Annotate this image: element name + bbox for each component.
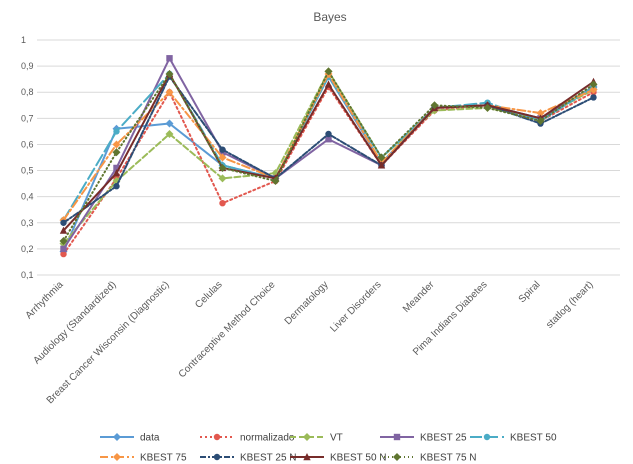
data-point: [113, 433, 121, 441]
data-point: [112, 140, 121, 149]
data-point: [483, 433, 491, 441]
data-point: [166, 55, 173, 62]
series-line: [62, 70, 595, 243]
data-point: [483, 103, 492, 112]
data-point: [271, 177, 280, 185]
data-point: [113, 164, 120, 172]
legend-item: VT: [290, 433, 343, 444]
legend: data normalizado VT KBEST 25 KBEST 50 KBEST 7…: [100, 433, 557, 464]
y-tick-label: 0,6: [21, 139, 34, 149]
series-line: [62, 72, 595, 222]
data-point: [112, 169, 121, 177]
y-tick-label: 0,4: [21, 192, 34, 202]
data-point: [59, 237, 68, 246]
data-point: [218, 153, 227, 162]
legend-label: KBEST 75 N: [420, 453, 477, 464]
legend-label: data: [140, 433, 160, 444]
data-point: [589, 80, 598, 89]
gridlines: [37, 39, 620, 276]
data-point: [589, 85, 598, 94]
data-point: [60, 245, 67, 253]
legend-label: KBEST 25 N: [240, 453, 297, 464]
legend-item: KBEST 75 N: [380, 453, 477, 464]
data-point: [325, 130, 332, 138]
data-point: [303, 433, 311, 441]
data-point: [165, 130, 174, 138]
legend-item: KBEST 75: [100, 453, 187, 464]
legend-label: KBEST 25: [420, 433, 467, 444]
data-point: [59, 226, 68, 234]
data-point: [324, 67, 333, 76]
data-point: [590, 94, 597, 101]
data-point: [165, 69, 174, 78]
legend-item: KBEST 50 N: [290, 453, 387, 464]
data-point: [165, 119, 174, 128]
data-point: [218, 174, 227, 183]
data-point: [325, 136, 332, 143]
legend-label: VT: [330, 433, 343, 444]
data-point: [60, 250, 67, 258]
data-point: [112, 148, 121, 157]
legend-label: normalizado: [240, 433, 295, 444]
y-tick-label: 0,5: [21, 166, 34, 176]
data-point: [430, 101, 439, 110]
data-point: [113, 128, 120, 135]
legend-item: data: [100, 433, 160, 444]
legend-label: KBEST 50 N: [330, 453, 387, 464]
legend-label: KBEST 50: [510, 433, 557, 444]
data-point: [377, 153, 386, 162]
y-tick-label: 0,2: [21, 244, 34, 254]
data-point: [218, 163, 227, 172]
data-point: [113, 183, 120, 190]
data-point: [536, 116, 545, 125]
chart-title: Bayes: [313, 10, 346, 24]
y-tick-label: 0,1: [21, 270, 34, 280]
series-group: [59, 55, 598, 258]
data-point: [213, 433, 221, 441]
legend-item: KBEST 50: [470, 433, 557, 444]
data-point: [113, 453, 121, 461]
y-tick-label: 0,9: [21, 61, 34, 71]
data-point: [165, 88, 174, 97]
data-point: [303, 453, 311, 461]
y-tick-label: 0,8: [21, 87, 34, 97]
legend-label: KBEST 75: [140, 453, 187, 464]
legend-item: normalizado: [200, 433, 295, 444]
data-point: [377, 161, 386, 169]
legend-item: KBEST 25: [380, 433, 467, 444]
y-tick-label: 0,7: [21, 113, 34, 123]
data-point: [219, 146, 226, 153]
data-point: [60, 219, 67, 226]
y-tick-label: 0,3: [21, 218, 34, 228]
data-point: [393, 433, 401, 441]
data-point: [324, 80, 333, 88]
data-point: [536, 109, 545, 118]
data-point: [219, 199, 226, 207]
legend-item: KBEST 25 N: [200, 453, 297, 464]
series-kbest-75-n: [59, 67, 598, 246]
y-axis-ticks: 0,1 0,2 0,3 0,4 0,5 0,6 0,7 0,8 0,9 1: [21, 35, 34, 280]
data-point: [213, 453, 221, 461]
y-tick-label: 1: [21, 35, 26, 45]
data-point: [393, 453, 401, 461]
